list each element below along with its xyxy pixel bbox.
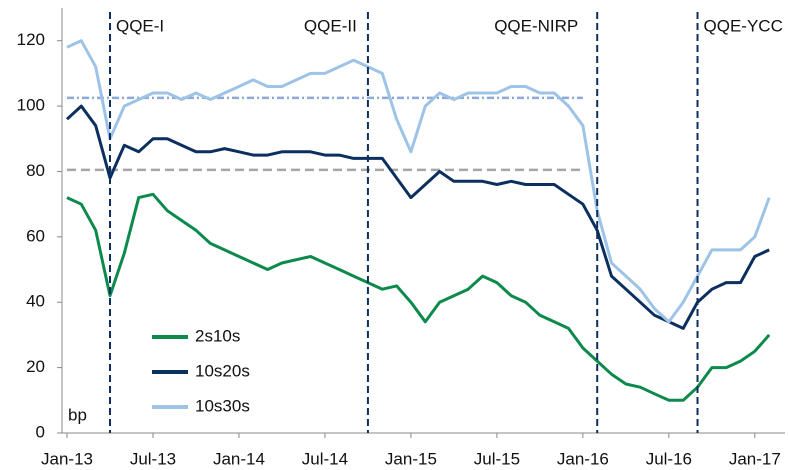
- series-line: [66, 192, 771, 402]
- legend-label: 10s30s: [195, 396, 250, 415]
- legend-label: 2s10s: [195, 326, 240, 345]
- x-tick-label: Jan-14: [213, 449, 265, 468]
- x-tick-label: Jan-17: [729, 449, 781, 468]
- x-tick-label: Jan-15: [385, 449, 437, 468]
- x-tick-label: Jul-14: [302, 449, 348, 468]
- event-label: QQE-II: [304, 16, 357, 35]
- y-tick-label: 80: [26, 161, 45, 180]
- x-tick-label: Jan-16: [557, 449, 609, 468]
- y-tick-label: 100: [17, 96, 45, 115]
- y-tick-label: 0: [36, 422, 45, 441]
- x-tick-label: Jul-15: [474, 449, 520, 468]
- y-unit-label: bp: [68, 405, 87, 424]
- y-tick-label: 120: [17, 30, 45, 49]
- event-label: QQE-YCC: [704, 16, 783, 35]
- event-label: QQE-I: [116, 16, 164, 35]
- y-tick-label: 60: [26, 226, 45, 245]
- x-tick-label: Jan-13: [41, 449, 93, 468]
- event-label: QQE-NIRP: [494, 16, 578, 35]
- series-line: [66, 39, 771, 324]
- y-tick-label: 40: [26, 292, 45, 311]
- y-tick-label: 20: [26, 357, 45, 376]
- series-line: [65, 104, 770, 330]
- x-tick-label: Jul-13: [130, 449, 176, 468]
- legend-label: 10s20s: [195, 361, 250, 380]
- x-tick-label: Jul-16: [646, 449, 692, 468]
